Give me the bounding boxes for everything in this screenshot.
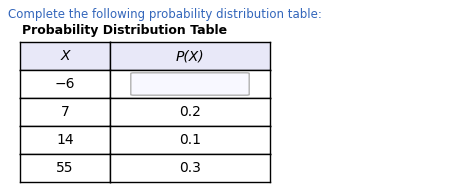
Text: 0.3: 0.3 xyxy=(179,161,201,175)
Text: −6: −6 xyxy=(55,77,75,91)
Text: P(X): P(X) xyxy=(176,49,204,63)
Text: Complete the following probability distribution table:: Complete the following probability distr… xyxy=(8,8,322,21)
Text: Probability Distribution Table: Probability Distribution Table xyxy=(22,24,227,37)
Text: 0.1: 0.1 xyxy=(179,133,201,147)
Text: 0.2: 0.2 xyxy=(179,105,201,119)
Text: 55: 55 xyxy=(56,161,74,175)
FancyBboxPatch shape xyxy=(131,73,249,95)
Text: X: X xyxy=(60,49,70,63)
Text: 14: 14 xyxy=(56,133,74,147)
Text: 7: 7 xyxy=(61,105,69,119)
